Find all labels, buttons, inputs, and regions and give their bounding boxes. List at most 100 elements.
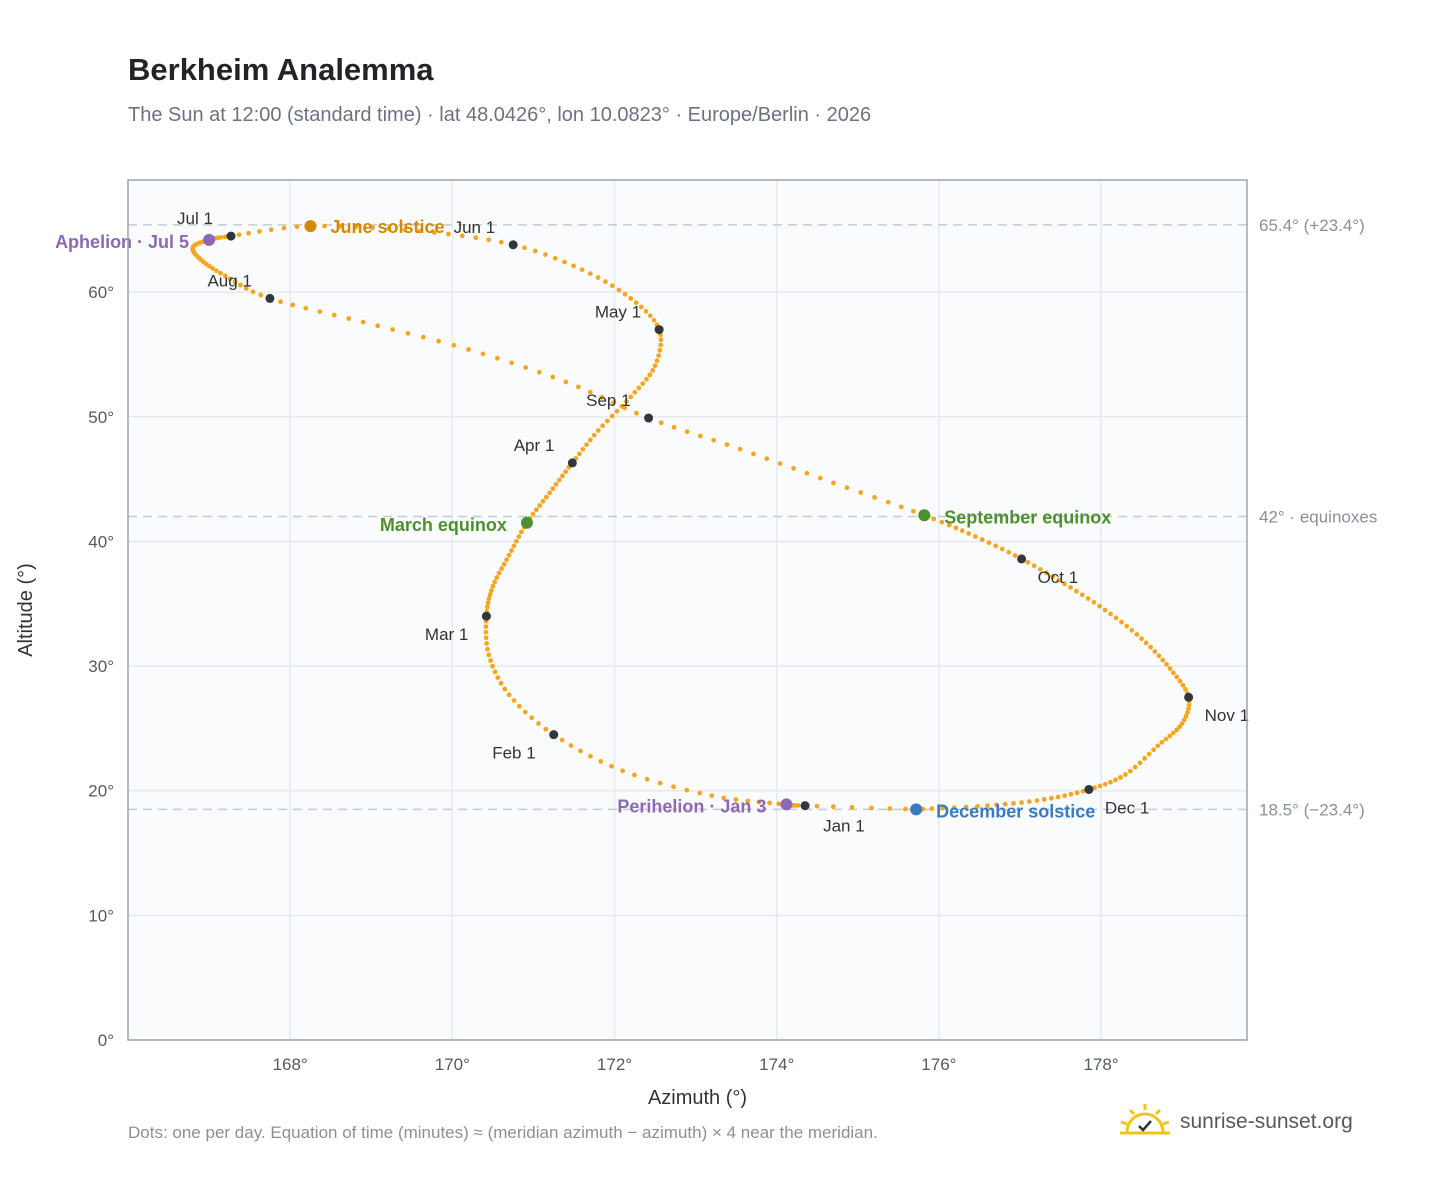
daily-dot — [473, 235, 479, 241]
daily-dot — [516, 703, 522, 709]
daily-dot — [898, 504, 904, 510]
daily-dot — [632, 772, 637, 778]
daily-dot — [1148, 644, 1153, 650]
month-marker-label: Aug 1 — [207, 271, 251, 290]
daily-dot — [1113, 777, 1118, 783]
daily-dot — [1183, 686, 1188, 692]
daily-dot — [1056, 577, 1061, 583]
daily-dot — [1011, 800, 1016, 806]
daily-dot — [532, 248, 538, 254]
daily-dot — [530, 511, 536, 517]
daily-dot — [451, 342, 457, 348]
daily-dot — [638, 304, 644, 310]
daily-dot — [817, 475, 823, 481]
daily-dot — [632, 389, 638, 395]
daily-dot — [486, 652, 492, 658]
daily-dot — [1177, 678, 1183, 684]
daily-dot — [591, 432, 597, 438]
daily-dot — [911, 508, 916, 514]
brand[interactable]: sunrise-sunset.org — [1118, 1102, 1353, 1142]
daily-dot — [1137, 760, 1143, 766]
daily-dot — [975, 803, 980, 809]
daily-dot — [658, 342, 664, 348]
daily-dot — [498, 680, 504, 686]
daily-dot — [598, 758, 604, 764]
daily-dot — [1062, 793, 1068, 799]
daily-dot — [492, 579, 498, 585]
daily-dot — [644, 776, 650, 782]
month-marker — [508, 240, 518, 250]
y-axis-label: Altitude (°) — [15, 563, 37, 657]
daily-dot — [550, 486, 556, 491]
daily-dot — [939, 519, 945, 525]
daily-dot — [1151, 747, 1157, 753]
daily-dot — [496, 570, 502, 576]
daily-dot — [1102, 607, 1108, 613]
month-marker — [549, 730, 559, 740]
daily-dot — [536, 721, 541, 726]
daily-dot — [929, 806, 935, 812]
daily-dot — [1118, 775, 1123, 780]
daily-dot — [751, 451, 756, 457]
daily-dot — [537, 503, 543, 508]
daily-dot — [294, 224, 300, 230]
daily-dot — [711, 437, 717, 443]
daily-dot — [1181, 717, 1187, 723]
month-marker — [1084, 784, 1094, 794]
daily-dot — [486, 596, 492, 602]
daily-dot — [210, 265, 216, 271]
daily-dot — [634, 410, 639, 416]
daily-dot — [830, 804, 836, 810]
daily-dot — [791, 466, 796, 471]
footnote: Dots: one per day. Equation of time (min… — [128, 1123, 878, 1142]
daily-dot — [1113, 615, 1119, 621]
daily-dot — [290, 302, 296, 308]
daily-dot — [238, 282, 243, 288]
month-marker-label: Jan 1 — [823, 817, 865, 836]
daily-dot — [622, 291, 628, 297]
daily-dot — [543, 252, 548, 257]
special-point — [910, 803, 923, 816]
daily-dot — [628, 394, 634, 400]
daily-dot — [563, 469, 569, 475]
daily-dot — [1025, 559, 1031, 565]
daily-dot — [650, 368, 656, 373]
daily-dot — [951, 805, 957, 811]
daily-dot — [446, 231, 451, 237]
daily-dot — [986, 540, 992, 546]
daily-dot — [495, 675, 501, 680]
daily-dot — [931, 516, 937, 522]
daily-dot — [402, 227, 408, 233]
page-title: Berkheim Analemma — [128, 52, 434, 87]
daily-dot — [1156, 653, 1162, 659]
month-marker — [644, 413, 654, 423]
daily-dot — [1074, 790, 1080, 796]
daily-dot — [1108, 611, 1113, 617]
daily-dot — [1092, 785, 1097, 791]
daily-dot — [644, 376, 649, 382]
daily-dot — [1170, 670, 1176, 676]
special-point-label: June solstice — [330, 217, 444, 237]
x-tick-label: 168° — [273, 1055, 308, 1074]
daily-dot — [222, 234, 228, 240]
y-tick-label: 50° — [88, 408, 114, 427]
daily-dot — [1034, 798, 1040, 803]
daily-dot — [614, 408, 620, 414]
daily-dot — [258, 292, 264, 298]
daily-dot — [529, 715, 535, 721]
daily-dot — [1062, 581, 1067, 587]
month-marker-label: Sep 1 — [586, 391, 630, 410]
daily-dot — [553, 481, 559, 487]
month-marker-label: Mar 1 — [425, 625, 468, 644]
daily-dot — [595, 275, 601, 280]
daily-dot — [671, 784, 676, 790]
daily-dot — [652, 363, 658, 369]
daily-dot — [1174, 674, 1180, 680]
daily-dot — [556, 477, 562, 483]
daily-dot — [480, 351, 486, 357]
daily-dot — [1164, 661, 1169, 667]
month-marker — [800, 801, 810, 811]
daily-dot — [303, 305, 309, 311]
brand-text[interactable]: sunrise-sunset.org — [1180, 1110, 1353, 1133]
daily-dot — [236, 232, 242, 238]
